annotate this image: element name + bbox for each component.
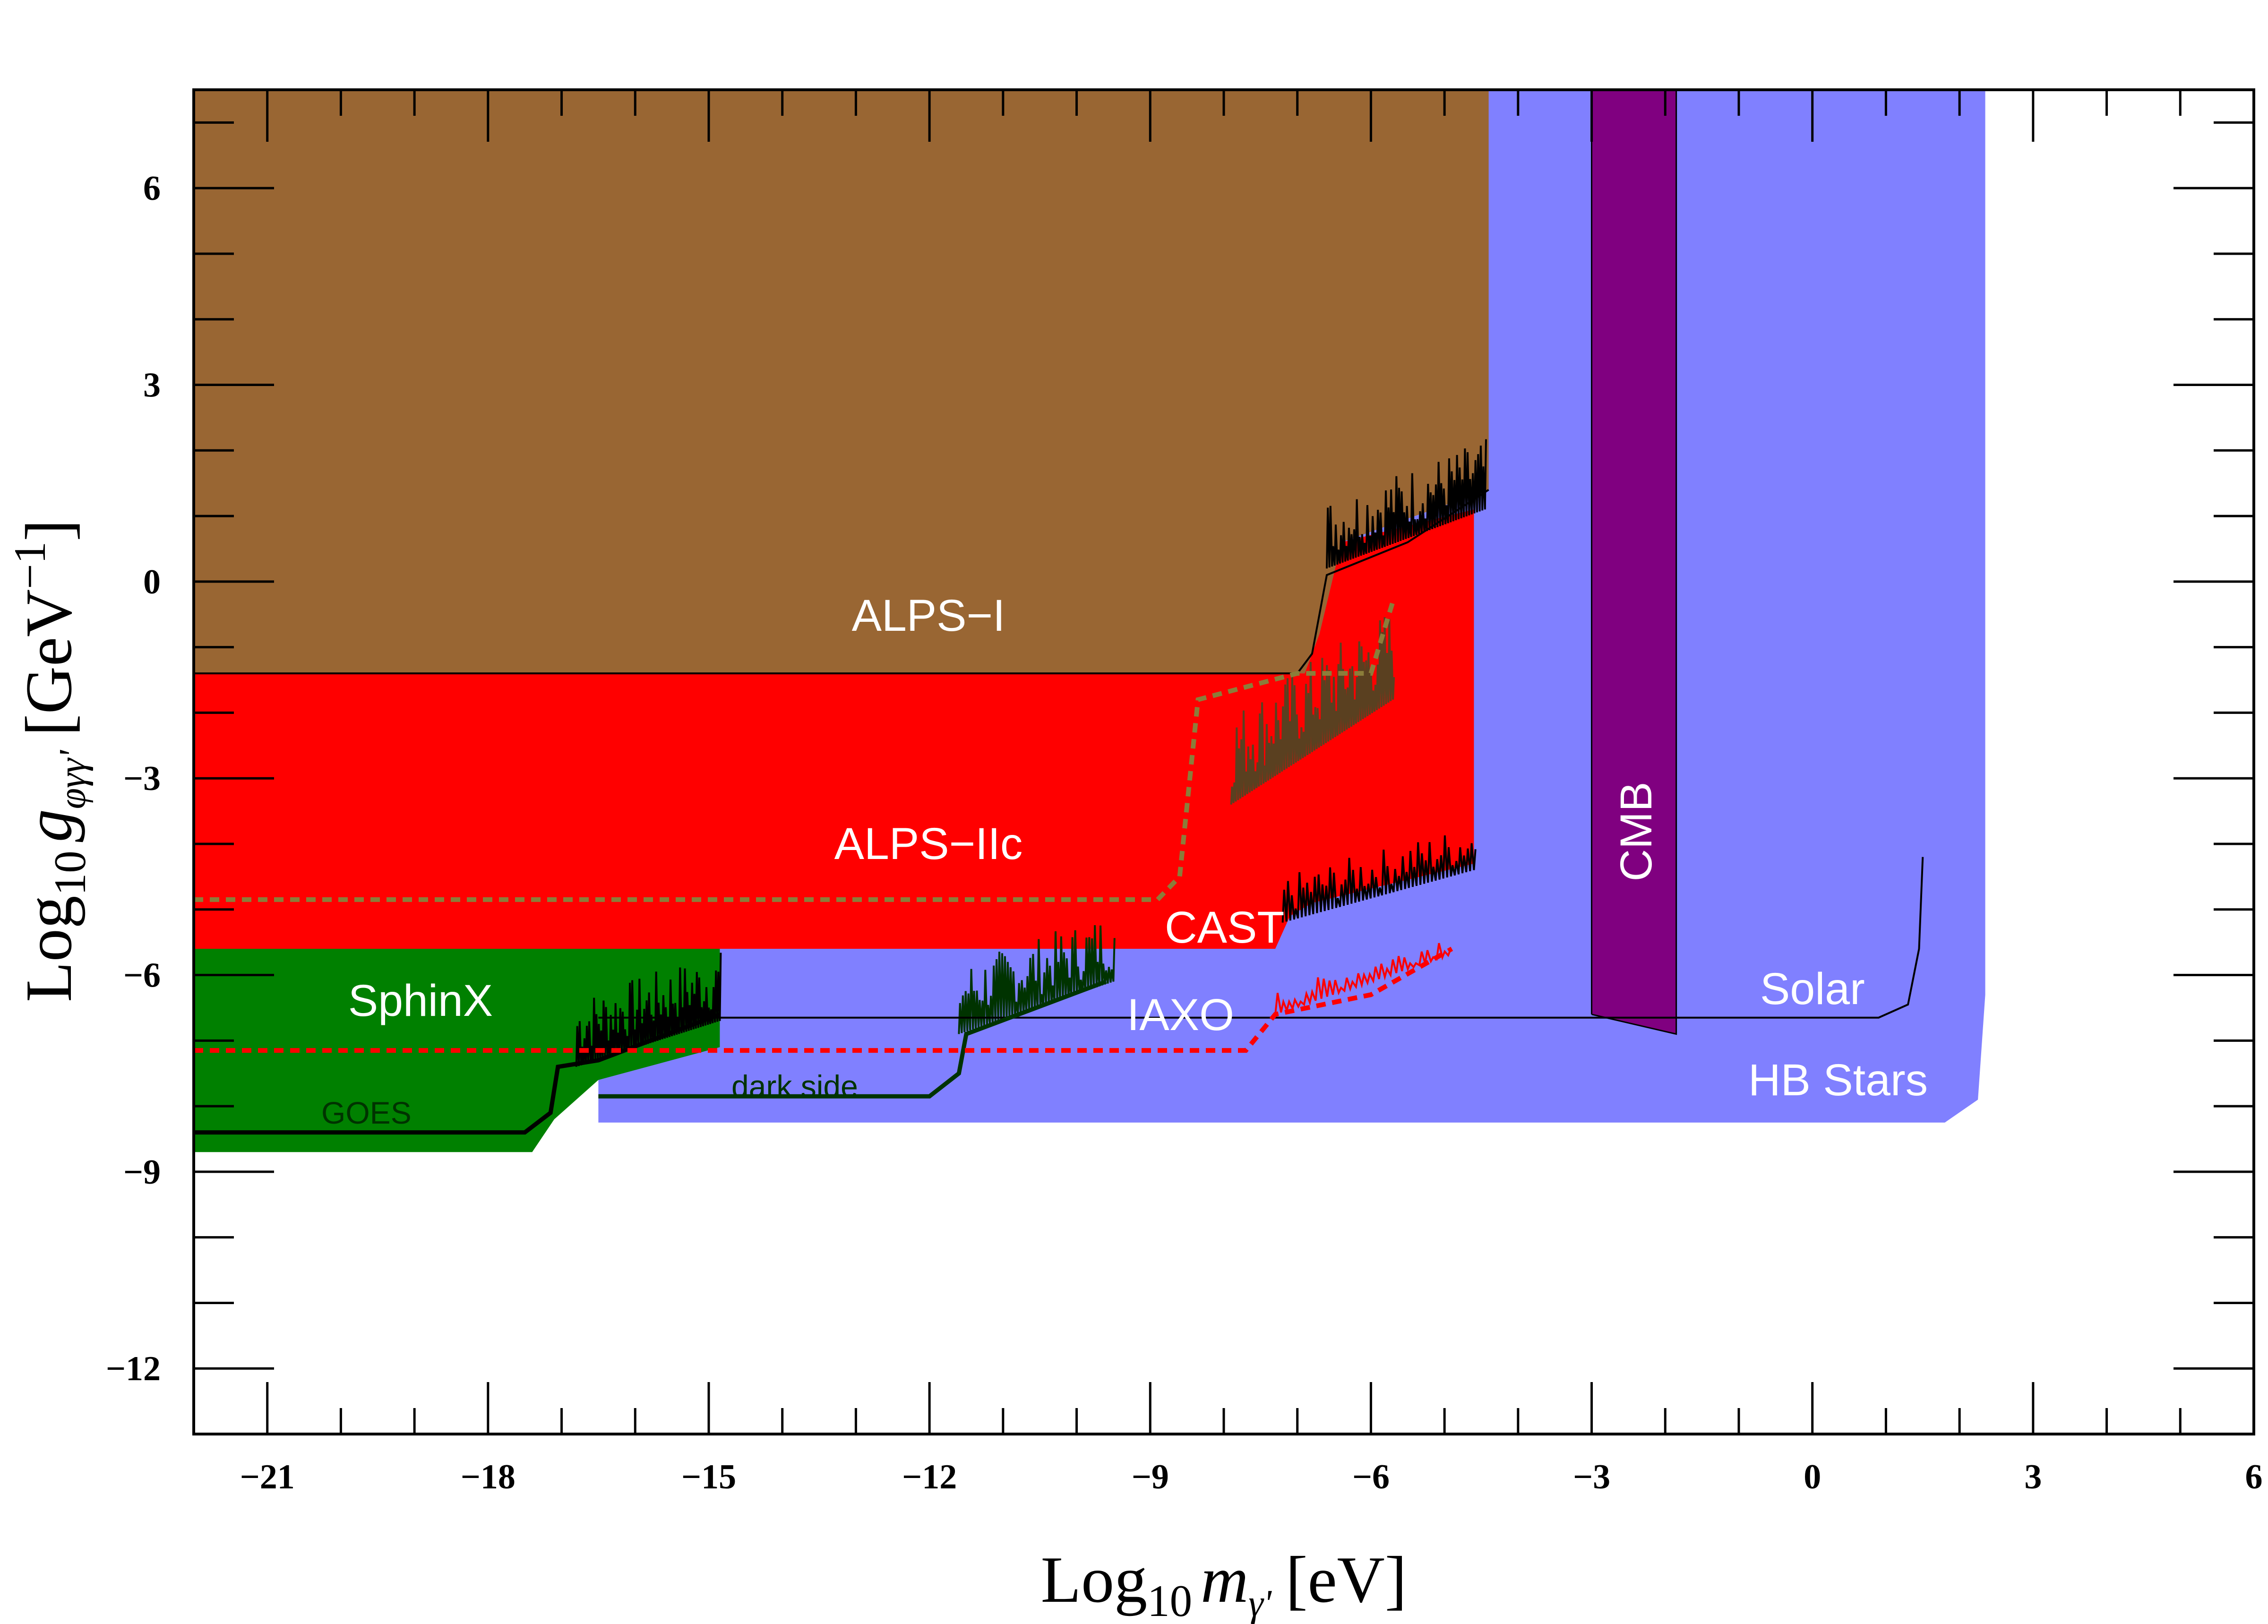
- y-axis-title: Log10gφγγ'[GeV−1]: [5, 519, 95, 1002]
- limit-curves: [194, 489, 1924, 1135]
- curve-solar: [598, 857, 1924, 1019]
- x-tick-label: 3: [2024, 1458, 2042, 1496]
- x-tick-label: −15: [681, 1458, 736, 1496]
- x-tick-label: 6: [2245, 1458, 2263, 1496]
- alps-ii-projection-resonances: [1230, 617, 1395, 805]
- exclusion-regions: [194, 90, 1985, 1152]
- curve-iaxo: [194, 946, 1453, 1053]
- label-alps-iic: ALPS−IIc: [834, 819, 1023, 869]
- label-alps-i: ALPS−I: [852, 591, 1005, 641]
- label-dark-side: dark side: [731, 1069, 858, 1104]
- x-tick-label: −21: [240, 1458, 295, 1496]
- region-alps-i: [194, 90, 1489, 674]
- y-tick-label: 3: [143, 366, 161, 405]
- cmb-edge-right: [1591, 90, 1677, 1035]
- label-iaxo: IAXO: [1127, 990, 1234, 1040]
- curve-dark-side: [598, 980, 1107, 1099]
- y-tick-label: −12: [106, 1349, 161, 1388]
- y-tick-label: −9: [123, 1153, 161, 1192]
- label-solar: Solar: [1760, 964, 1865, 1014]
- y-tick-label: 0: [143, 563, 161, 601]
- x-tick-label: −12: [902, 1458, 957, 1496]
- x-tick-label: 0: [1804, 1458, 1821, 1496]
- y-tick-label: 6: [143, 169, 161, 208]
- alps-iic-edge-resonances: [1281, 835, 1477, 923]
- iaxo-resonances: [1274, 943, 1452, 1015]
- label-hb-stars: HB Stars: [1748, 1055, 1928, 1105]
- y-tick-label: −3: [123, 759, 161, 798]
- cast-resonances: [1326, 439, 1487, 569]
- x-tick-label: −9: [1132, 1458, 1169, 1496]
- dark-side-resonances: [958, 925, 1116, 1034]
- y-tick-label: −6: [123, 956, 161, 995]
- curve-projection-4: [194, 601, 1395, 902]
- region-cmb: [1591, 90, 1676, 1034]
- region-alps-iic: [194, 509, 1474, 949]
- axis-ticks: [192, 90, 2255, 1435]
- label-sphinx: SphinX: [348, 976, 493, 1026]
- curve-cast: [194, 489, 1489, 675]
- x-tick-label: −18: [461, 1458, 515, 1496]
- tick-labels: −21 −18 −15 −12 −9 −6 −3 0 3 6 6 3 0 −3 −6 −9 −12: [106, 169, 2263, 1496]
- x-tick-label: −6: [1352, 1458, 1390, 1496]
- label-cmb: CMB: [1611, 782, 1661, 881]
- label-cast: CAST: [1165, 902, 1284, 953]
- x-axis-title: Log10 mγ' [eV]: [1041, 1543, 1407, 1624]
- x-tick-label: −3: [1573, 1458, 1610, 1496]
- label-goes: GOES: [321, 1095, 412, 1130]
